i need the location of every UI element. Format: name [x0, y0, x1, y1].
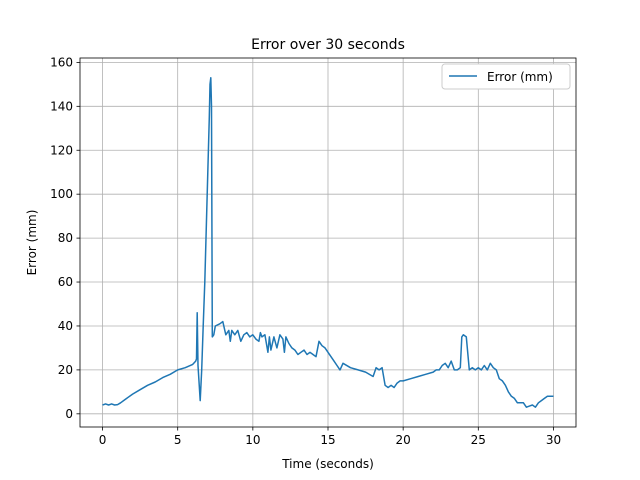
y-tick-label: 80: [58, 231, 73, 245]
x-tick-label: 25: [471, 433, 486, 447]
y-tick-label: 120: [50, 143, 73, 157]
x-tick-label: 30: [546, 433, 561, 447]
series-line-error: [102, 77, 554, 408]
x-tick-label: 5: [174, 433, 182, 447]
y-tick-label: 60: [58, 275, 73, 289]
y-tick-label: 40: [58, 319, 73, 333]
legend-label: Error (mm): [487, 70, 553, 84]
y-axis-ticks: 0 20 40 60 80 100 120 140 160: [50, 55, 80, 421]
x-tick-label: 10: [245, 433, 260, 447]
grid: [80, 58, 576, 427]
x-tick-label: 0: [99, 433, 107, 447]
x-axis-ticks: 0 5 10 15 20 25 30: [99, 427, 561, 447]
y-axis-label: Error (mm): [25, 210, 39, 276]
x-axis-label: Time (seconds): [281, 457, 374, 471]
x-tick-label: 15: [320, 433, 335, 447]
legend-box: [441, 63, 571, 90]
y-tick-label: 140: [50, 99, 73, 113]
y-tick-label: 20: [58, 363, 73, 377]
y-tick-label: 0: [65, 407, 73, 421]
y-tick-label: 100: [50, 187, 73, 201]
y-tick-label: 160: [50, 55, 73, 69]
chart-title: Error over 30 seconds: [251, 37, 405, 53]
x-tick-label: 20: [396, 433, 411, 447]
legend: Error (mm): [441, 63, 571, 90]
